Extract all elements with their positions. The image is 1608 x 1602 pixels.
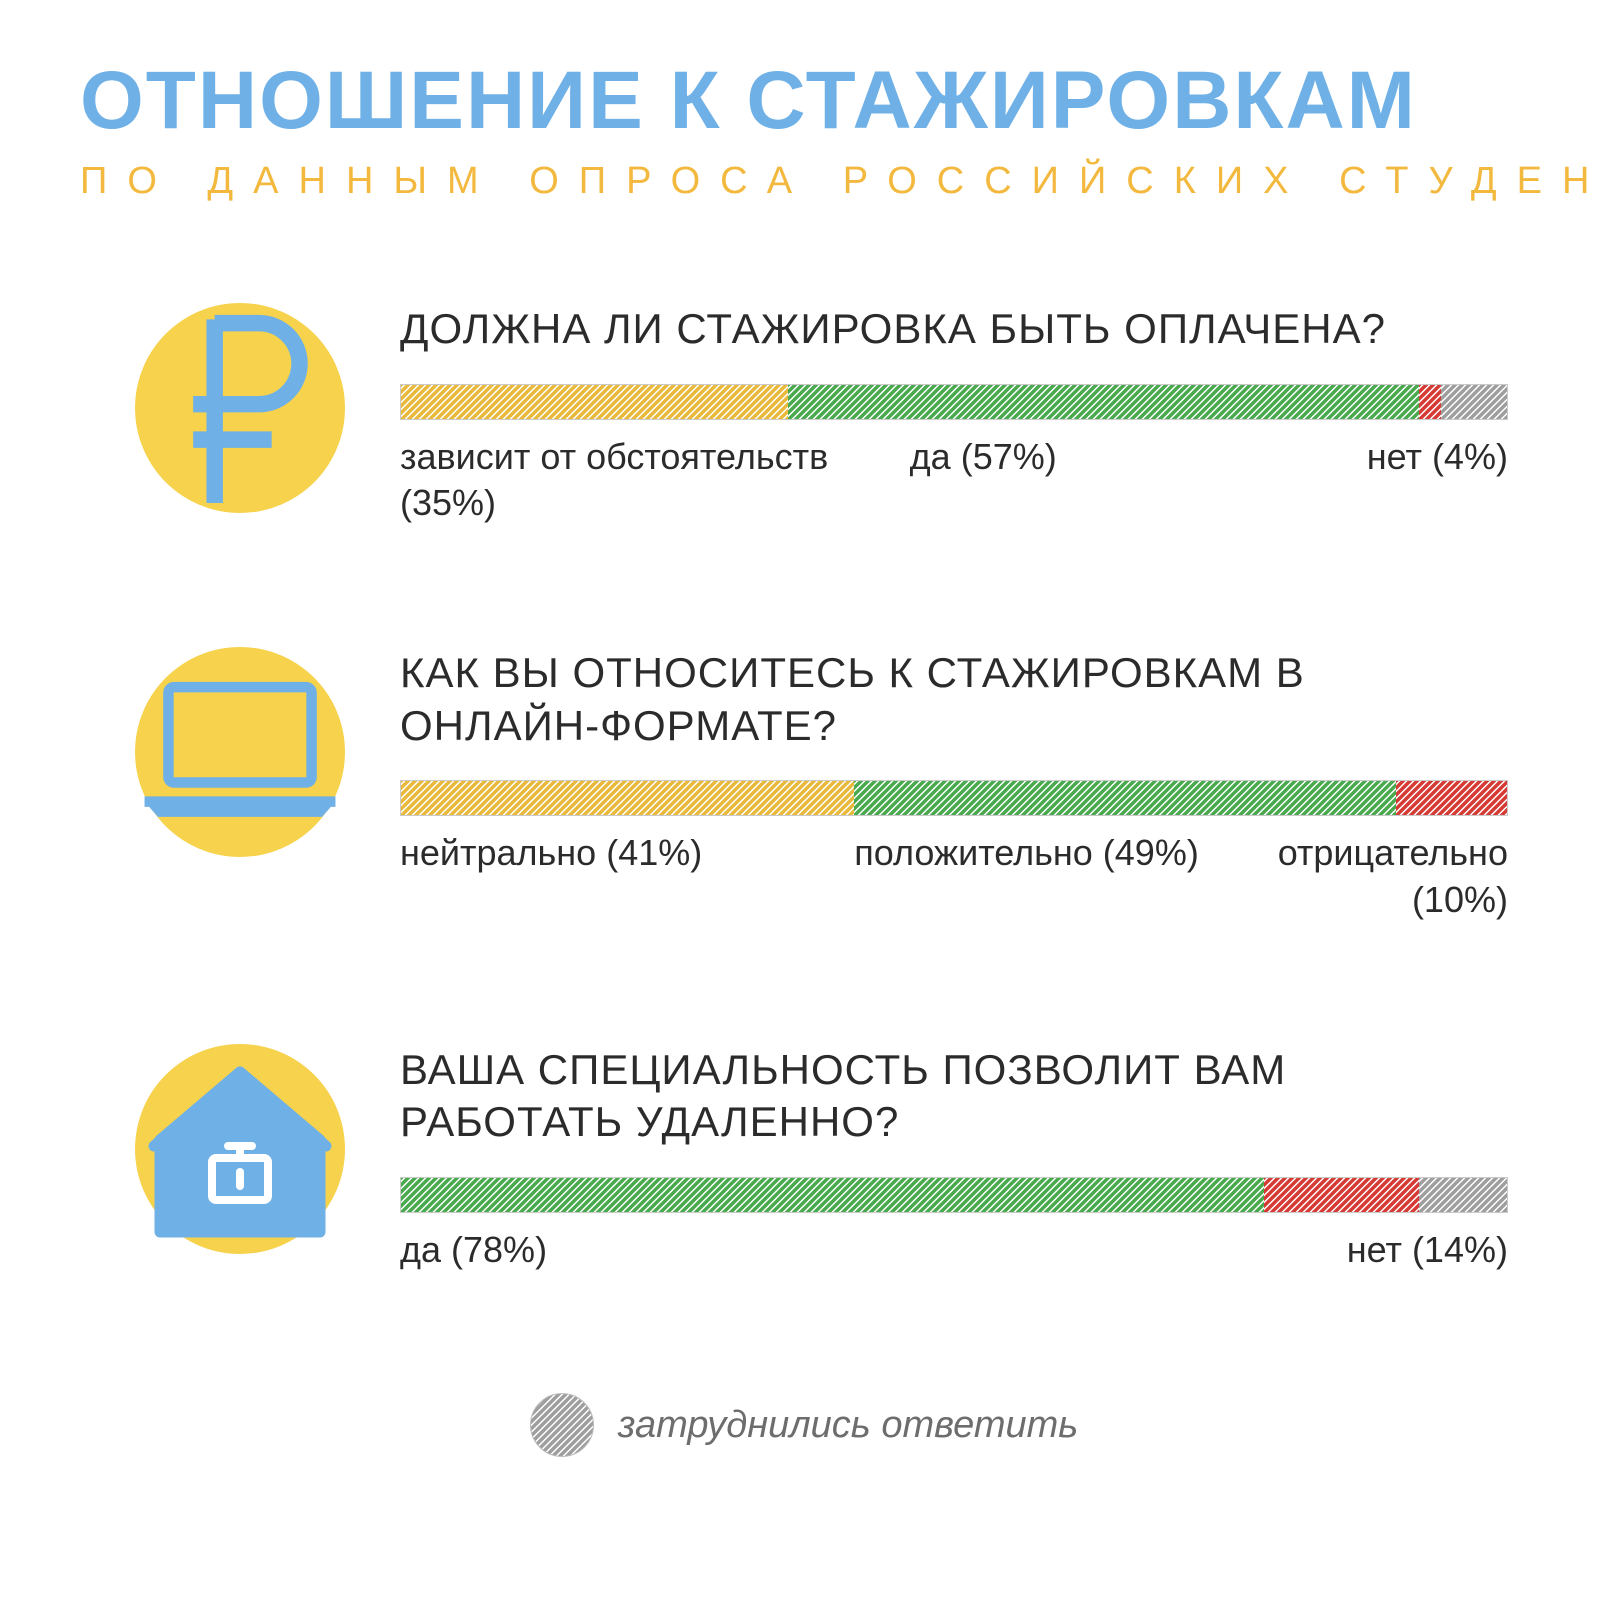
segment-label: да (78%) bbox=[400, 1227, 1209, 1274]
icon-column bbox=[80, 1044, 400, 1254]
content-column: ВАША СПЕЦИАЛЬНОСТЬ ПОЗВОЛИТ ВАМ РАБОТАТЬ… bbox=[400, 1044, 1528, 1274]
bar-segment bbox=[854, 781, 1396, 815]
bar-segment bbox=[1396, 781, 1507, 815]
stacked-bar bbox=[400, 384, 1508, 420]
bar-segment bbox=[401, 781, 854, 815]
labels-row: зависит от обстоятельств (35%)да (57%)не… bbox=[400, 434, 1508, 528]
bar-segment bbox=[401, 385, 788, 419]
infographic-title: ОТНОШЕНИЕ К СТАЖИРОВКАМ bbox=[80, 60, 1528, 142]
segment-label: нейтрально (41%) bbox=[400, 830, 854, 924]
laptop-icon bbox=[135, 647, 345, 857]
ruble-icon bbox=[135, 303, 345, 513]
question-text: ДОЛЖНА ЛИ СТАЖИРОВКА БЫТЬ ОПЛАЧЕНА? bbox=[400, 303, 1508, 356]
content-column: ДОЛЖНА ЛИ СТАЖИРОВКА БЫТЬ ОПЛАЧЕНА? завис… bbox=[400, 303, 1528, 527]
segment-label: нет (14%) bbox=[1209, 1227, 1508, 1274]
segment-label: отрицательно (10%) bbox=[1275, 830, 1508, 924]
house-icon bbox=[135, 1044, 345, 1254]
segment-label: зависит от обстоятельств (35%) bbox=[400, 434, 910, 528]
segment-label: нет (4%) bbox=[1331, 434, 1508, 528]
labels-row: да (78%)нет (14%) bbox=[400, 1227, 1508, 1274]
survey-section: КАК ВЫ ОТНОСИТЕСЬ К СТАЖИРОВКАМ В ОНЛАЙН… bbox=[80, 647, 1528, 924]
segment-label: да (57%) bbox=[910, 434, 1331, 528]
legend: затруднились ответить bbox=[80, 1393, 1528, 1457]
infographic-subtitle: ПО ДАННЫМ ОПРОСА РОССИЙСКИХ СТУДЕНТОВ bbox=[80, 160, 1528, 203]
bar-segment bbox=[1441, 385, 1507, 419]
legend-swatch bbox=[530, 1393, 594, 1457]
stacked-bar bbox=[400, 1177, 1508, 1213]
sections-container: ДОЛЖНА ЛИ СТАЖИРОВКА БЫТЬ ОПЛАЧЕНА? завис… bbox=[80, 303, 1528, 1273]
content-column: КАК ВЫ ОТНОСИТЕСЬ К СТАЖИРОВКАМ В ОНЛАЙН… bbox=[400, 647, 1528, 924]
survey-section: ВАША СПЕЦИАЛЬНОСТЬ ПОЗВОЛИТ ВАМ РАБОТАТЬ… bbox=[80, 1044, 1528, 1274]
question-text: КАК ВЫ ОТНОСИТЕСЬ К СТАЖИРОВКАМ В ОНЛАЙН… bbox=[400, 647, 1508, 752]
question-text: ВАША СПЕЦИАЛЬНОСТЬ ПОЗВОЛИТ ВАМ РАБОТАТЬ… bbox=[400, 1044, 1508, 1149]
stacked-bar bbox=[400, 780, 1508, 816]
segment-label: положительно (49%) bbox=[854, 830, 1275, 924]
legend-label: затруднились ответить bbox=[618, 1404, 1079, 1447]
bar-segment bbox=[401, 1178, 1264, 1212]
bar-segment bbox=[788, 385, 1418, 419]
survey-section: ДОЛЖНА ЛИ СТАЖИРОВКА БЫТЬ ОПЛАЧЕНА? завис… bbox=[80, 303, 1528, 527]
icon-column bbox=[80, 303, 400, 513]
bar-segment bbox=[1419, 385, 1441, 419]
icon-column bbox=[80, 647, 400, 857]
bar-segment bbox=[1419, 1178, 1507, 1212]
labels-row: нейтрально (41%)положительно (49%)отрица… bbox=[400, 830, 1508, 924]
bar-segment bbox=[1264, 1178, 1419, 1212]
